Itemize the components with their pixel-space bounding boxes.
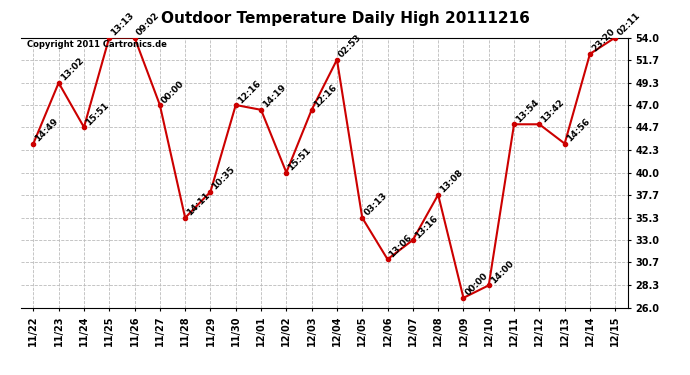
Text: 02:11: 02:11 [615,11,642,38]
Text: 02:53: 02:53 [337,33,364,60]
Text: 15:51: 15:51 [84,100,110,127]
Text: 00:00: 00:00 [160,79,186,105]
Text: Copyright 2011 Cartronics.de: Copyright 2011 Cartronics.de [27,40,167,49]
Text: 10:35: 10:35 [210,165,237,192]
Text: 13:06: 13:06 [388,233,414,259]
Text: 13:13: 13:13 [109,11,136,38]
Text: Outdoor Temperature Daily High 20111216: Outdoor Temperature Daily High 20111216 [161,11,529,26]
Text: 13:02: 13:02 [59,56,85,83]
Text: 13:42: 13:42 [540,98,566,124]
Text: 12:16: 12:16 [312,83,338,110]
Text: 03:13: 03:13 [362,191,388,218]
Text: 00:00: 00:00 [464,272,490,298]
Text: 14:49: 14:49 [33,117,60,144]
Text: 13:08: 13:08 [438,168,464,195]
Text: 14:00: 14:00 [489,259,515,285]
Text: 14:11: 14:11 [185,191,212,218]
Text: 13:54: 13:54 [514,98,541,124]
Text: 15:51: 15:51 [286,146,313,172]
Text: 14:19: 14:19 [261,83,288,110]
Text: 14:56: 14:56 [564,117,591,144]
Text: 13:16: 13:16 [413,213,440,240]
Text: 12:16: 12:16 [236,78,262,105]
Text: 23:20: 23:20 [590,27,616,54]
Text: 09:02: 09:02 [135,11,161,38]
